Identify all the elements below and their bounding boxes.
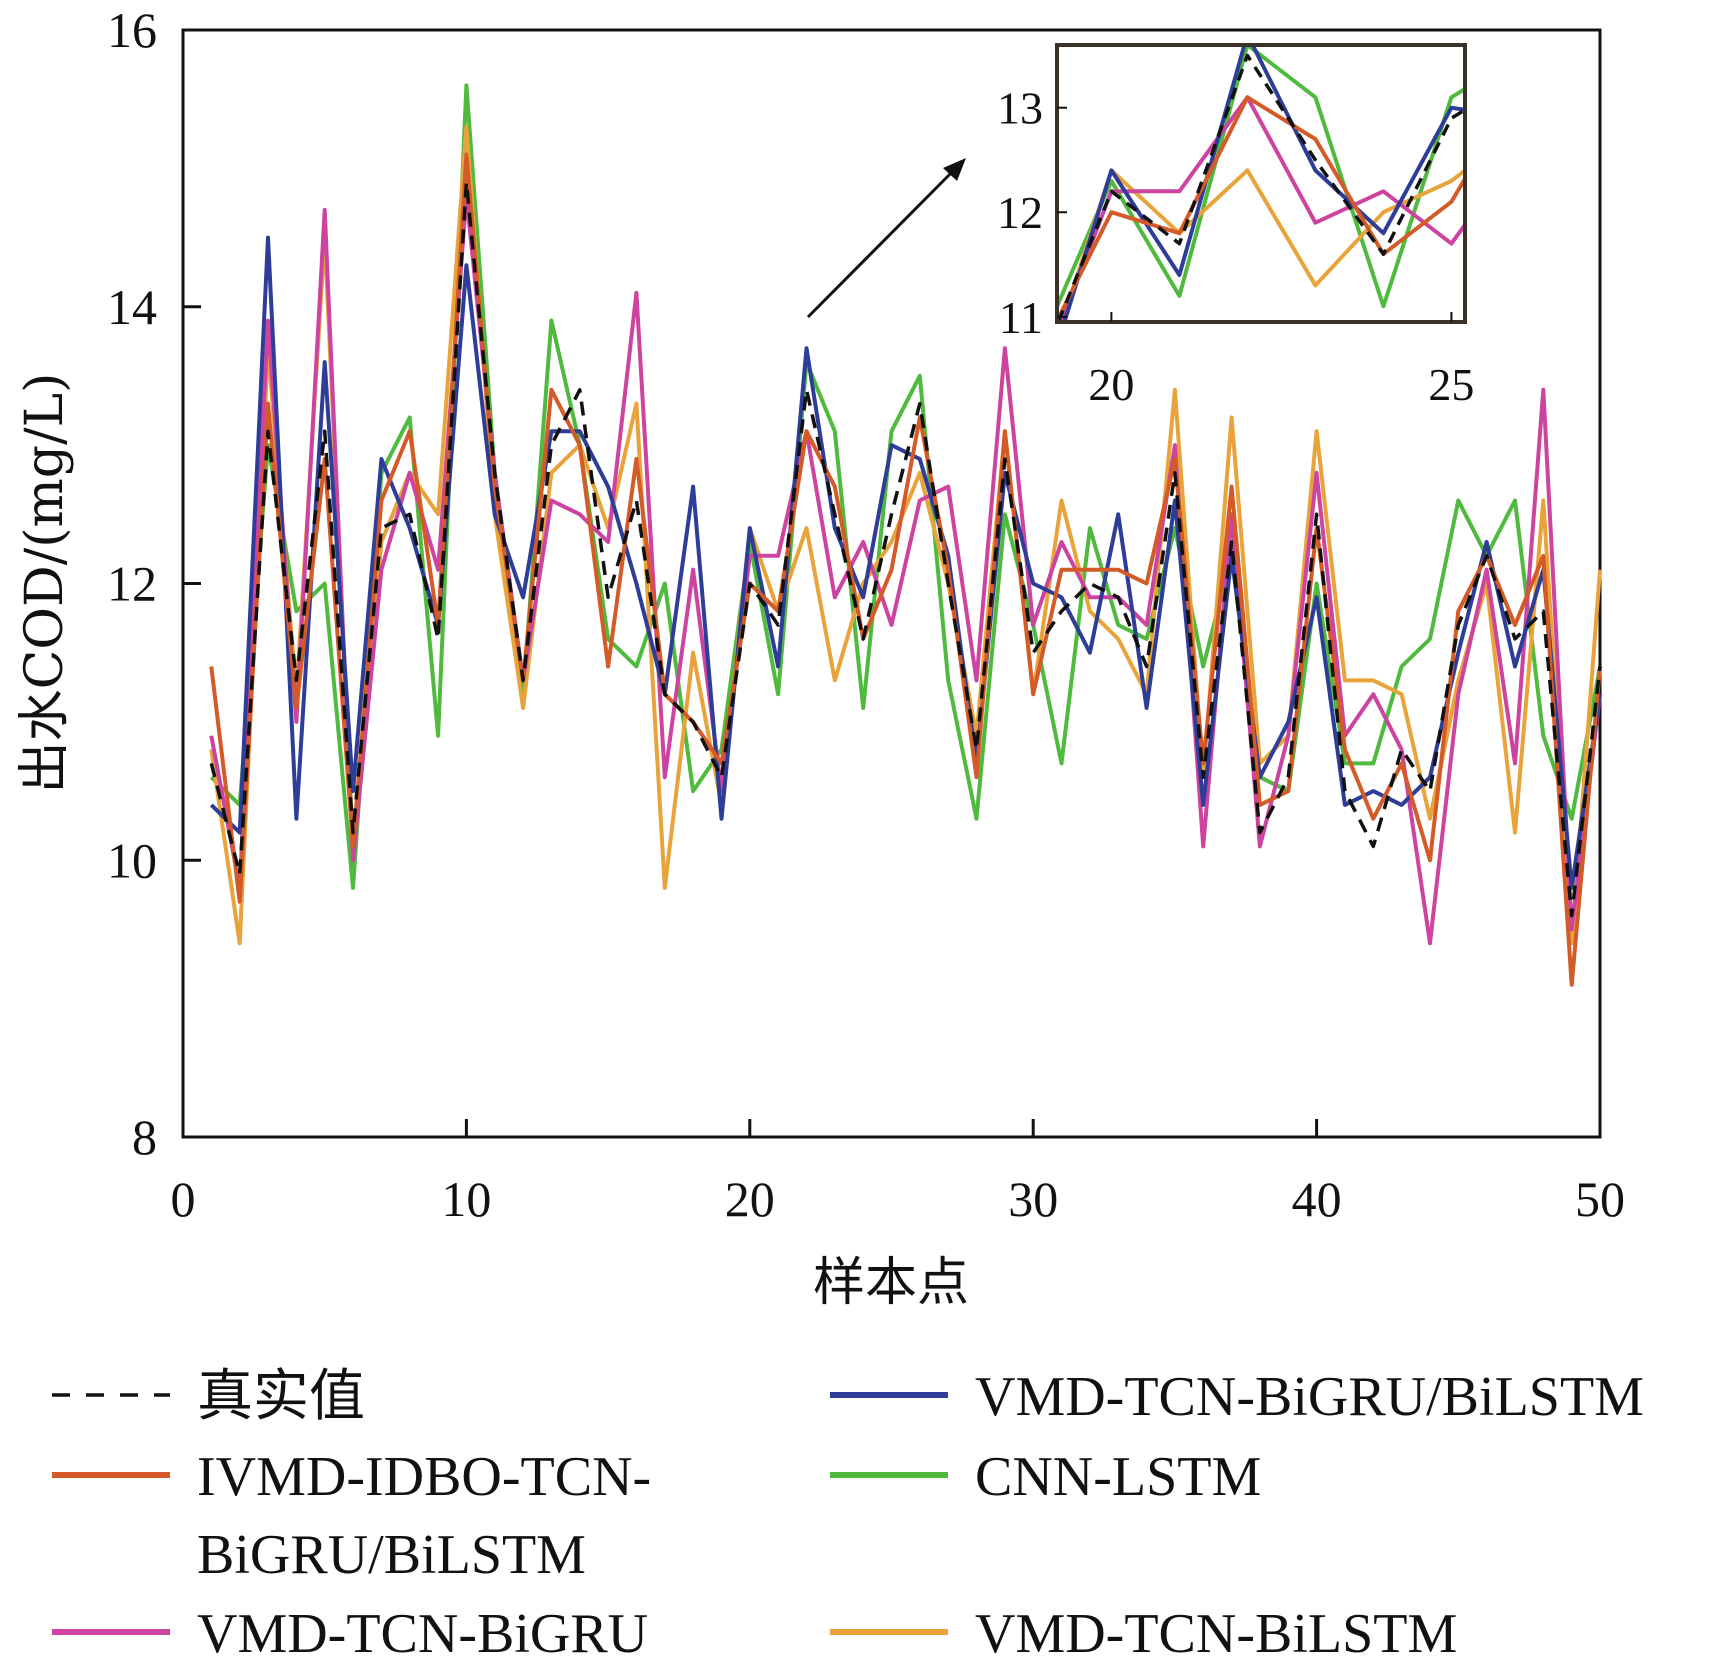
inset-series-group	[1057, 45, 1465, 322]
x-tick-label: 10	[441, 1171, 491, 1227]
inset-line-vmd-tcn-bigru-bilstm	[1062, 45, 1465, 322]
x-tick-label: 40	[1292, 1171, 1342, 1227]
series-line-true-value	[209, 180, 1602, 918]
legend-label-vmd-tcn-bilstm: VMD-TCN-BiLSTM	[975, 1603, 1457, 1665]
main-series-group	[209, 83, 1602, 987]
y-tick-label: 10	[107, 832, 157, 888]
inset-axis-ticks: 11 12 13 20 25	[997, 83, 1474, 410]
series-line-cnn-lstm	[209, 83, 1602, 890]
series-line-ivmd-idbo-tcn-bigru-bilstm	[209, 152, 1602, 987]
legend-label-true-value: 真实值	[197, 1366, 365, 1428]
inset-y-tick-label: 11	[999, 292, 1043, 343]
inset-line-ivmd-idbo-tcn-bigru-bilstm	[1057, 95, 1465, 322]
inset-arrow	[806, 158, 966, 319]
x-tick-label: 30	[1008, 1171, 1058, 1227]
y-tick-label: 16	[107, 2, 157, 58]
inset-line-true-value	[1057, 53, 1465, 322]
x-axis-label: 样本点	[813, 1253, 969, 1313]
x-tick-label: 20	[725, 1171, 775, 1227]
inset-frame	[1055, 43, 1467, 324]
inset-line-vmd-tcn-bilstm	[1059, 167, 1465, 322]
y-tick-label: 12	[107, 556, 157, 612]
legend: 真实值 VMD-TCN-BiGRU/BiLSTM IVMD-IDBO-TCN-BiG…	[52, 1366, 1644, 1665]
inset-y-tick-label: 12	[997, 187, 1043, 238]
x-tick-label: 50	[1575, 1171, 1625, 1227]
series-line-vmd-tcn-bilstm	[209, 124, 1602, 946]
legend-label-ivmd-idbo-tcn-bigru-bilstm: IVMD-IDBO-TCN-BiGRU/BiLSTM	[197, 1446, 651, 1586]
series-line-vmd-tcn-bigru	[209, 194, 1602, 946]
legend-label-vmd-tcn-bigru: VMD-TCN-BiGRU	[197, 1603, 648, 1665]
y-axis-label: 出水COD/(mg/L)	[15, 373, 75, 794]
legend-label-cnn-lstm: CNN-LSTM	[975, 1446, 1261, 1508]
inset-x-tick-label: 20	[1088, 359, 1134, 410]
inset-y-tick-label: 13	[997, 83, 1043, 134]
y-tick-label: 8	[132, 1109, 157, 1165]
y-tick-label: 14	[107, 279, 157, 335]
inset-x-tick-label: 25	[1428, 359, 1474, 410]
main-axis-ticks: 0 10 20 30 40 50 8 10 12 14 16	[107, 2, 1625, 1227]
x-tick-label: 0	[171, 1171, 196, 1227]
legend-label-vmd-tcn-bigru-bilstm: VMD-TCN-BiGRU/BiLSTM	[975, 1366, 1644, 1428]
